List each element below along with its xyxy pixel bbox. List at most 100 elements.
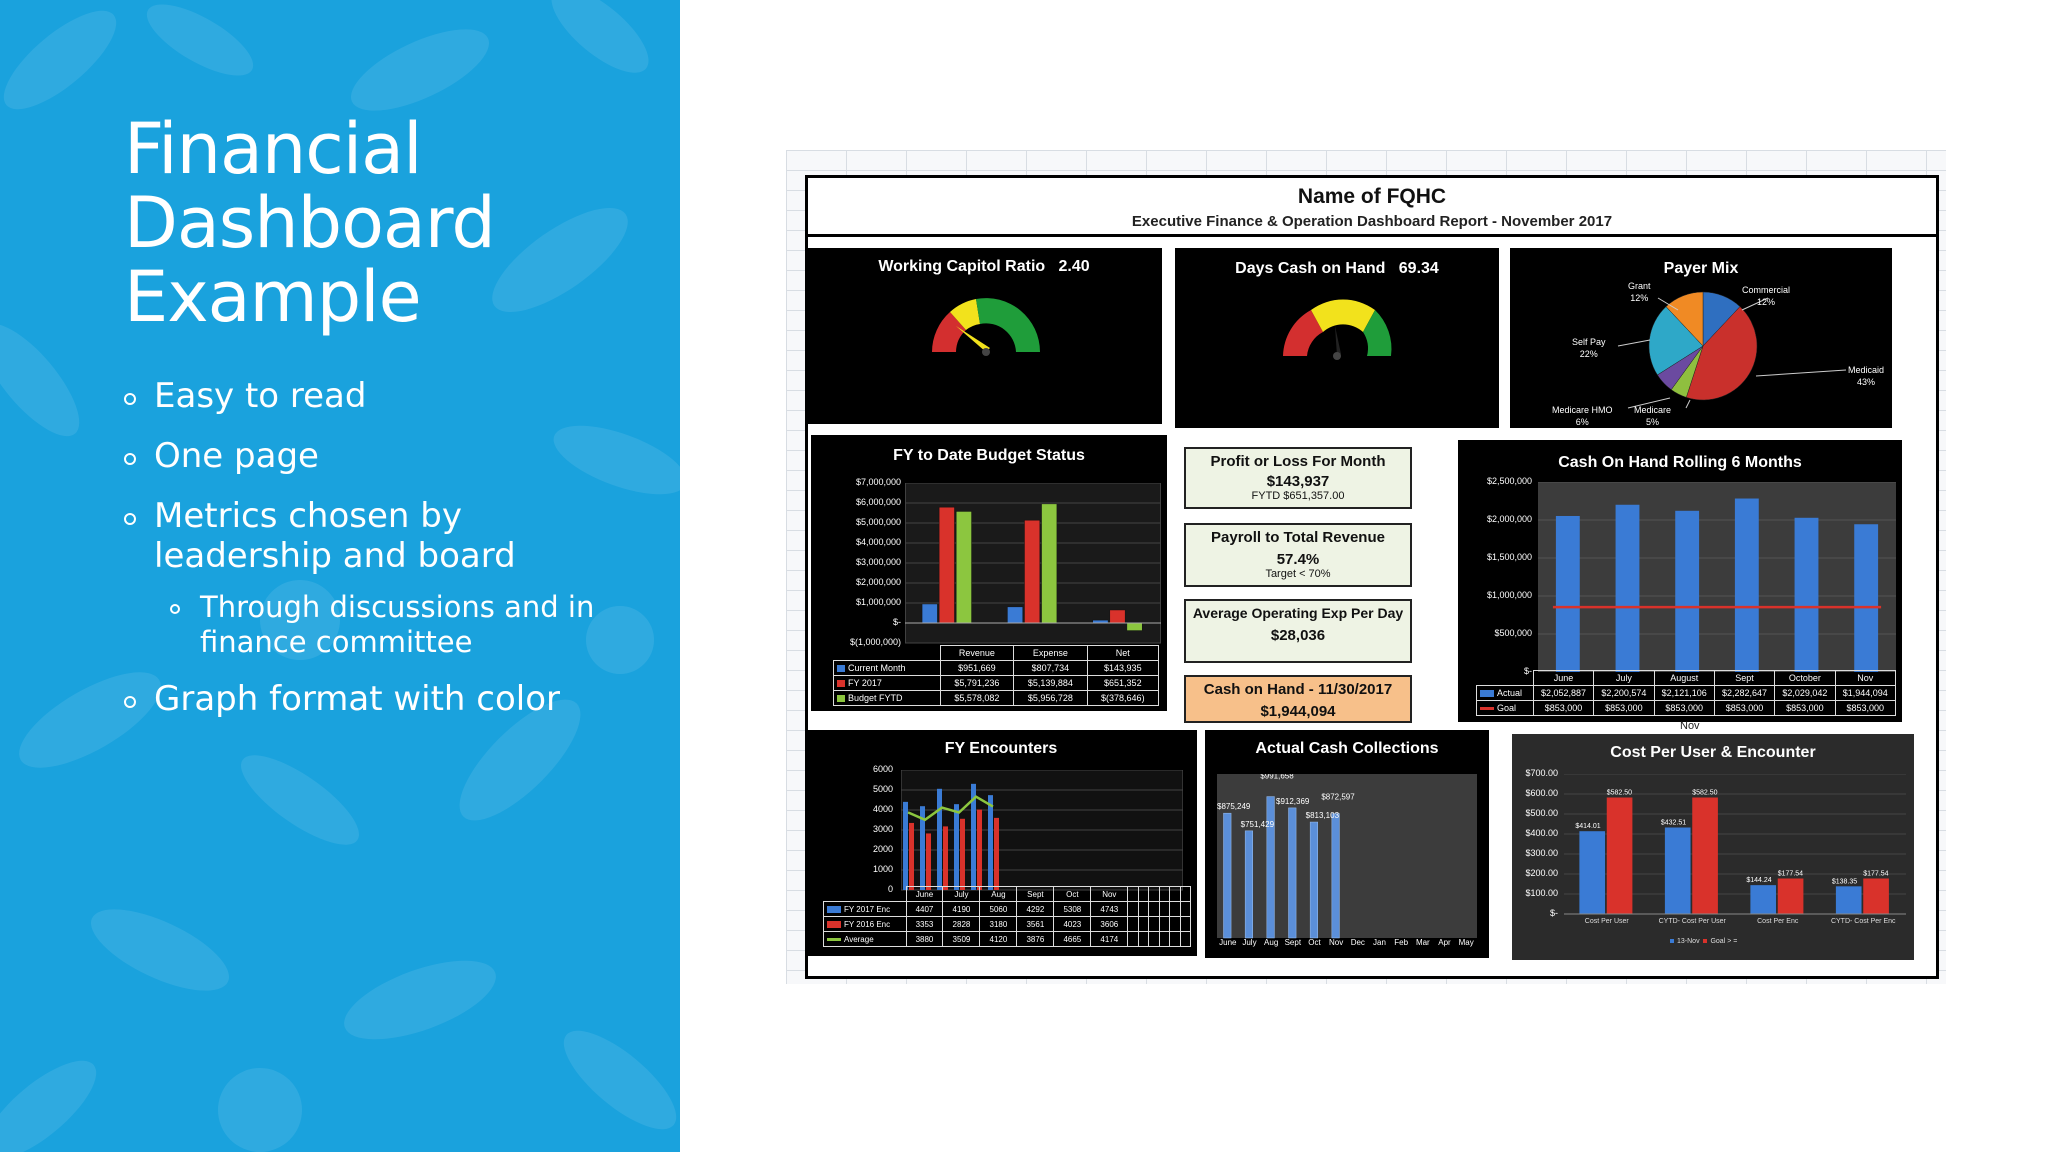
cost-bar	[1664, 827, 1691, 914]
table-cell: $853,000	[1774, 700, 1836, 716]
table-cell	[1137, 886, 1150, 902]
table-cell	[1179, 931, 1191, 947]
table-header: Nov	[1834, 670, 1897, 686]
table-cell: $2,121,106	[1653, 685, 1715, 701]
table-row: FY 2017 Enc 4407 4190 5060 4292 5308 474…	[823, 901, 1191, 917]
y-tick-label: $3,000,000	[855, 557, 901, 567]
pie-label-pct: 12%	[1630, 293, 1649, 303]
bullet-marker	[124, 453, 136, 465]
budget-bar	[938, 506, 955, 624]
plot-area	[1217, 774, 1477, 938]
leaf-pattern-decoration	[0, 0, 680, 1152]
average-line	[907, 795, 994, 822]
table-cell	[1158, 931, 1171, 947]
cash-bar	[1555, 515, 1580, 672]
pie-label-grant: Grant 12%	[1628, 280, 1651, 304]
bullet-item: Metrics chosen by leadership and board	[154, 496, 516, 576]
table-cell	[1127, 916, 1139, 932]
days-cash-panel: Days Cash on Hand 69.34	[1175, 248, 1499, 428]
bullet-item: Graph format with color	[154, 679, 560, 719]
budget-bar	[1024, 519, 1041, 624]
table-cell	[1148, 886, 1160, 902]
legend-swatch	[1480, 690, 1494, 698]
table-row: Average 3880 3509 4120 3876 4665 4174	[823, 931, 1191, 947]
y-tick-label: 2000	[872, 844, 893, 854]
cost-data-label: $177.54	[1863, 870, 1888, 877]
table-cell	[1158, 916, 1171, 932]
table-cell: 3180	[979, 916, 1018, 932]
pie-label-text: Grant	[1628, 281, 1651, 291]
budget-bar	[921, 603, 938, 624]
cost-data-label: $177.54	[1778, 870, 1803, 877]
table-cell: $951,669	[939, 660, 1015, 676]
cost-bar	[1835, 886, 1862, 914]
y-tick-label: $-	[1523, 666, 1532, 676]
slide-left-panel: Financial Dashboard Example Easy to read…	[0, 0, 680, 1152]
table-header: July	[1593, 670, 1655, 686]
y-tick-label: $2,500,000	[1486, 476, 1532, 486]
legend-swatch	[837, 665, 845, 673]
bullet-text: Through discussions and in	[200, 590, 595, 624]
encounter-bar	[988, 795, 993, 890]
y-tick-label: $2,000,000	[855, 577, 901, 587]
x-tick-label: Aug	[1264, 938, 1279, 947]
table-cell	[1477, 671, 1534, 686]
table-cell: $651,352	[1086, 675, 1160, 691]
kpi-title: Profit or Loss For Month	[1210, 453, 1386, 470]
pie-label-pct: 5%	[1646, 417, 1660, 427]
pie-slice	[1665, 291, 1704, 347]
table-cell: $1,944,094	[1834, 685, 1897, 701]
table-header: Expense	[1013, 645, 1088, 661]
slide-title: Financial Dashboard Example	[124, 112, 496, 334]
table-row: Current Month $951,669 $807,734 $143,935	[833, 660, 1160, 676]
row-label-text: Average	[844, 934, 874, 944]
x-tick-label: Dec	[1350, 938, 1365, 947]
table-cell: 4743	[1090, 901, 1129, 917]
collections-title: Actual Cash Collections	[1255, 740, 1439, 757]
table-cell	[1137, 901, 1150, 917]
table-cell: $853,000	[1653, 700, 1715, 716]
cost-data-label: $414.01	[1575, 823, 1600, 830]
operating-exp-kpi: Average Operating Exp Per Day $28,036	[1184, 599, 1412, 663]
table-cell	[1169, 886, 1181, 902]
table-cell: $2,052,887	[1532, 685, 1595, 701]
working-capital-gauge	[932, 298, 1040, 356]
table-cell: 2828	[942, 916, 981, 932]
y-tick-label: 3000	[872, 824, 893, 834]
collection-bar	[1331, 813, 1340, 939]
row-label-text: Current Month	[848, 663, 906, 673]
table-cell: $5,791,236	[939, 675, 1015, 691]
table-row-label: Average	[823, 931, 907, 947]
table-cell: $853,000	[1532, 700, 1595, 716]
table-row-label: FY 2017	[833, 675, 941, 691]
working-capital-label: Working Capitol Ratio	[878, 258, 1046, 275]
legend-swatch	[827, 937, 841, 941]
pie-label-medicare-hmo: Medicare HMO 6%	[1552, 404, 1613, 428]
sub-bullet-item: Through discussions and in finance commi…	[200, 590, 594, 660]
cost-data-label: $432.51	[1661, 819, 1686, 826]
table-row: June July August Sept October Nov	[1477, 670, 1897, 686]
legend-label: Goal > =	[1710, 938, 1738, 945]
table-cell	[834, 646, 941, 661]
table-row-label: Goal	[1476, 700, 1534, 716]
cash-rolling-below-label: Nov	[1680, 720, 1700, 732]
collection-bar	[1266, 796, 1275, 939]
encounter-bar	[971, 783, 976, 890]
encounter-bar	[926, 833, 931, 890]
kpi-title: Payroll to Total Revenue	[1211, 529, 1385, 546]
legend-swatch	[827, 920, 841, 928]
x-tick-label: Apr	[1438, 938, 1451, 947]
table-row: FY 2016 Enc 3353 2828 3180 3561 4023 360…	[823, 916, 1191, 932]
budget-bar	[1109, 609, 1126, 624]
legend-label: 13-Nov	[1677, 938, 1700, 945]
legend-swatch	[1670, 939, 1674, 944]
cash-bar	[1794, 517, 1819, 672]
table-row: FY 2017 $5,791,236 $5,139,884 $651,352	[833, 675, 1160, 691]
pie-label-commercial: Commercial 12%	[1742, 284, 1790, 308]
payer-mix-pie	[1617, 291, 1847, 409]
collection-data-label: $991,658	[1260, 774, 1294, 781]
table-row: June July Aug Sept Oct Nov	[824, 886, 1191, 902]
pie-label-text: Medicaid	[1848, 365, 1885, 375]
x-tick-label: Jan	[1373, 938, 1386, 947]
dashboard-subtitle: Executive Finance & Operation Dashboard …	[1131, 213, 1613, 230]
